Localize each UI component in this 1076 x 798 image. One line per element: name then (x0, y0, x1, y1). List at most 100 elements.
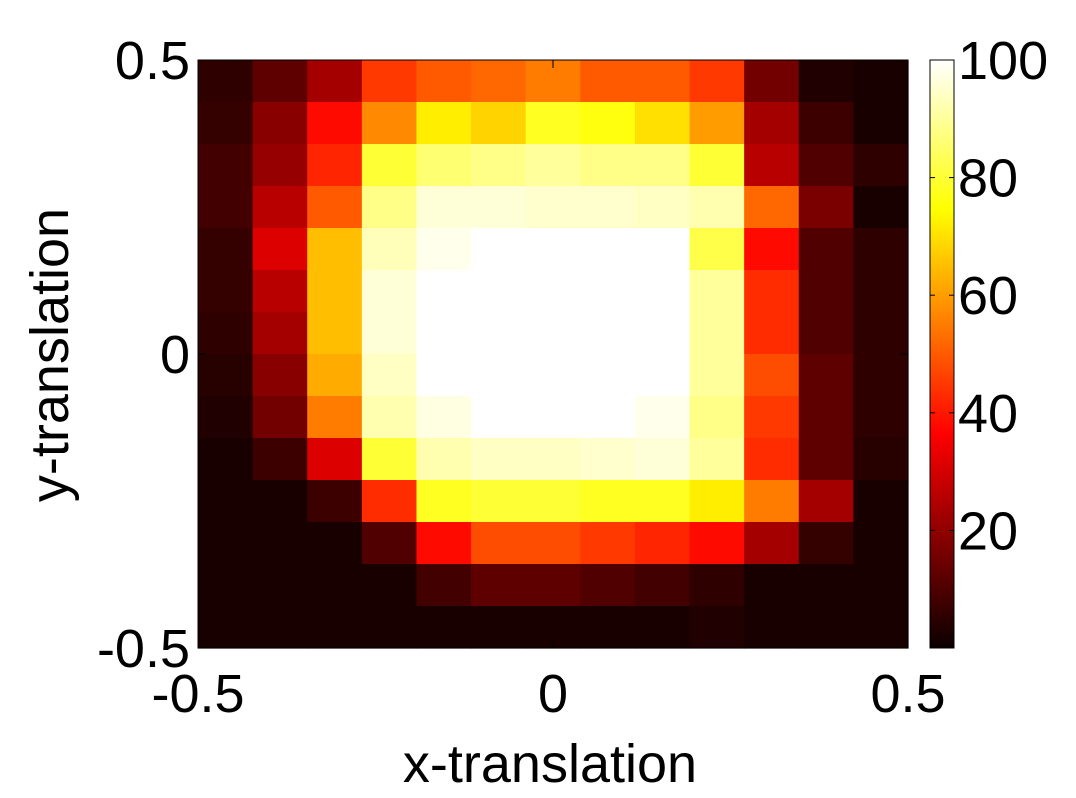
heatmap-cell (252, 270, 308, 313)
heatmap-cell (525, 144, 581, 187)
heatmap-cell (798, 396, 854, 439)
heatmap-cell (198, 564, 254, 607)
heatmap-cell (634, 522, 691, 565)
heatmap-cell (744, 396, 800, 439)
heatmap-cell (471, 396, 527, 439)
heatmap-cell (525, 564, 581, 607)
heatmap-cell (853, 186, 909, 229)
heatmap-cell (689, 144, 745, 187)
heatmap-cell (798, 522, 854, 565)
heatmap-cell (634, 102, 691, 145)
heatmap-cell (689, 522, 745, 565)
heatmap-cell (416, 60, 472, 103)
heatmap-cell (525, 312, 581, 355)
heatmap-cell (307, 438, 363, 481)
heatmap-cell (798, 102, 854, 145)
heatmap-cell (634, 564, 691, 607)
heatmap-cell (744, 480, 800, 523)
heatmap-cells (198, 60, 909, 649)
heatmap-cell (198, 438, 254, 481)
heatmap-cell (198, 144, 254, 187)
heatmap-cell (525, 438, 581, 481)
heatmap-cell (416, 396, 472, 439)
colorbar-ticks: 20 40 60 80 100 (930, 31, 1048, 561)
heatmap-cell (471, 102, 527, 145)
heatmap-cell (689, 102, 745, 145)
heatmap-cell (525, 396, 581, 439)
heatmap-cell (580, 270, 636, 313)
heatmap-cell (744, 522, 800, 565)
heatmap-cell (634, 438, 691, 481)
heatmap-cell (361, 522, 418, 565)
y-tick-label: 0 (160, 325, 190, 385)
heatmap-cell (853, 438, 909, 481)
heatmap-cell (252, 144, 308, 187)
heatmap-cell (798, 228, 854, 271)
heatmap-cell (252, 228, 308, 271)
colorbar-tick-label: 20 (958, 501, 1018, 561)
heatmap-cell (580, 312, 636, 355)
heatmap-cell (744, 270, 800, 313)
heatmap-cell (361, 564, 418, 607)
heatmap-cell (744, 60, 800, 103)
heatmap-cell (307, 606, 363, 649)
heatmap-cell (744, 354, 800, 397)
heatmap-cell (689, 186, 745, 229)
heatmap-cell (361, 228, 418, 271)
heatmap-cell (798, 60, 854, 103)
heatmap-cell (525, 228, 581, 271)
heatmap-cell (471, 438, 527, 481)
heatmap-cell (416, 564, 472, 607)
heatmap-cell (471, 606, 527, 649)
heatmap-cell (689, 312, 745, 355)
heatmap-cell (634, 144, 691, 187)
heatmap-cell (198, 270, 254, 313)
heatmap-cell (689, 480, 745, 523)
heatmap-cell (634, 228, 691, 271)
heatmap-cell (416, 522, 472, 565)
heatmap-cell (798, 564, 854, 607)
x-tick-label: -0.5 (151, 664, 244, 724)
heatmap-cell (853, 60, 909, 103)
heatmap-cell (252, 396, 308, 439)
heatmap-cell (744, 102, 800, 145)
heatmap-cell (198, 522, 254, 565)
heatmap-cell (853, 270, 909, 313)
heatmap-cell (634, 186, 691, 229)
heatmap-cell (525, 354, 581, 397)
heatmap-cell (525, 522, 581, 565)
colorbar-tick-label: 60 (958, 266, 1018, 326)
heatmap-cell (361, 606, 418, 649)
heatmap-cell (798, 354, 854, 397)
heatmap-cell (689, 396, 745, 439)
heatmap-cell (580, 60, 636, 103)
heatmap-cell (525, 270, 581, 313)
heatmap-cell (198, 228, 254, 271)
y-tick-label: -0.5 (97, 619, 190, 679)
heatmap-cell (471, 480, 527, 523)
heatmap-cell (307, 564, 363, 607)
heatmap-cell (416, 606, 472, 649)
heatmap-cell (416, 228, 472, 271)
heatmap-cell (580, 102, 636, 145)
heatmap-cell (471, 144, 527, 187)
heatmap-cell (689, 60, 745, 103)
heatmap-cell (198, 60, 254, 103)
colorbar-tick-label: 100 (958, 31, 1048, 91)
heatmap-cell (689, 438, 745, 481)
heatmap-cell (798, 480, 854, 523)
heatmap-cell (744, 312, 800, 355)
x-axis-ticks: -0.5 0 0.5 (151, 60, 946, 724)
heatmap-cell (416, 480, 472, 523)
heatmap-cell (307, 60, 363, 103)
heatmap-cell (307, 102, 363, 145)
heatmap-cell (416, 186, 472, 229)
heatmap-cell (361, 60, 418, 103)
heatmap-cell (252, 102, 308, 145)
heatmap-cell (853, 564, 909, 607)
heatmap-cell (471, 564, 527, 607)
heatmap-cell (798, 186, 854, 229)
heatmap-cell (853, 144, 909, 187)
heatmap-cell (416, 144, 472, 187)
